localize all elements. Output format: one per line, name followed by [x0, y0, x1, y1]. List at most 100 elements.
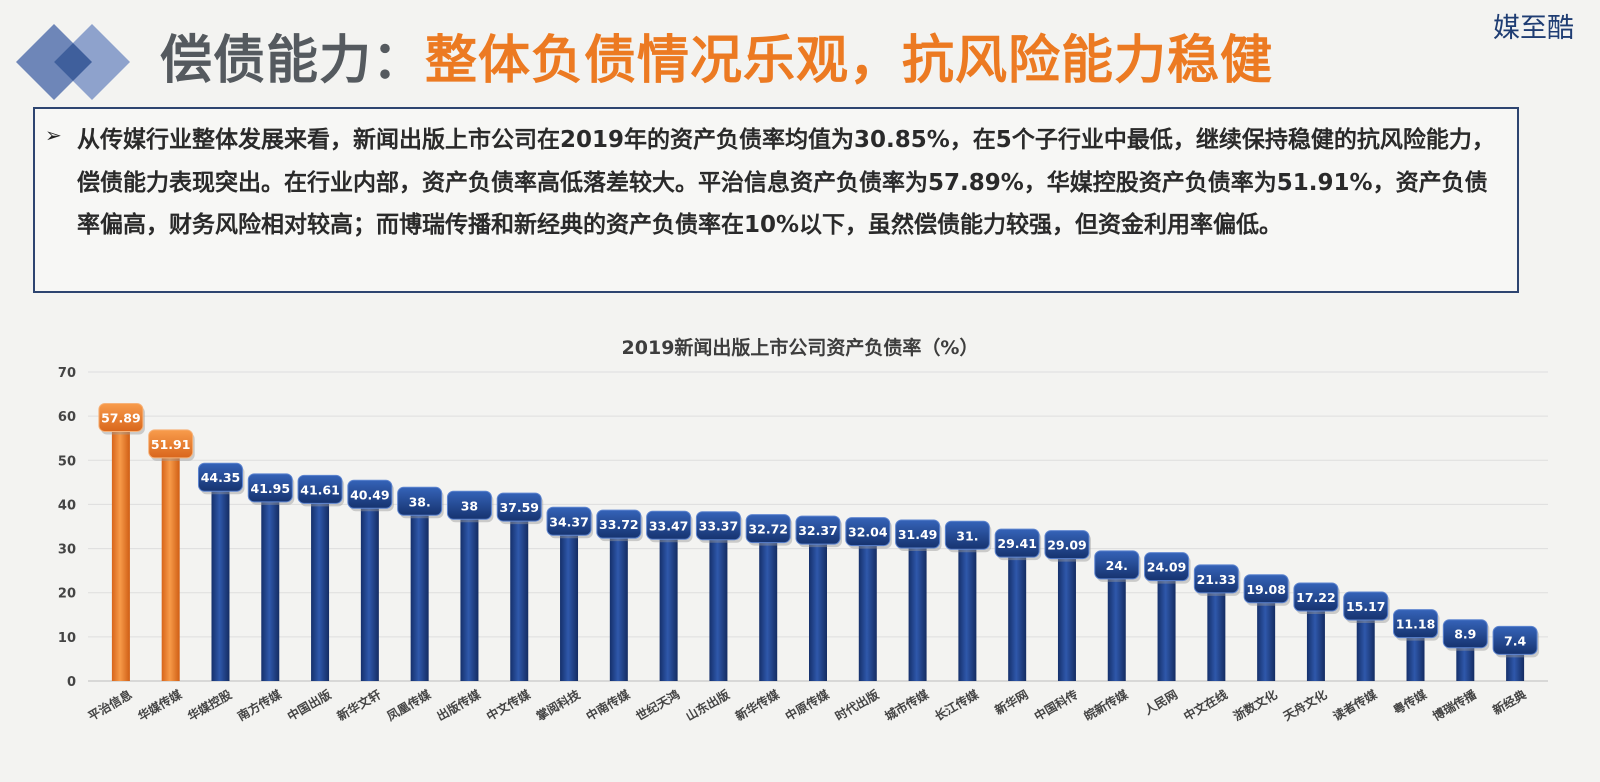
data-label-box [944, 520, 990, 550]
bar [1356, 614, 1375, 681]
x-tick-label: 中国出版 [284, 687, 333, 724]
bar [659, 533, 678, 681]
bar [958, 543, 977, 681]
y-tick-label: 20 [58, 587, 76, 602]
x-tick-label: 凤凰传媒 [384, 686, 434, 723]
page-title: 偿债能力：整体负债情况乐观，抗风险能力稳健 [160, 18, 1273, 93]
data-label: 11.18 [1396, 617, 1436, 632]
bar [1456, 641, 1475, 681]
data-label: 33.72 [599, 517, 639, 532]
data-label: 32.72 [748, 522, 788, 537]
x-tick-label: 出版传媒 [434, 686, 484, 723]
x-tick-label: 中文传媒 [484, 686, 534, 723]
y-tick-label: 10 [58, 631, 76, 646]
bar [1506, 648, 1525, 681]
data-label-box [148, 429, 194, 459]
x-tick-label: 粤传媒 [1390, 686, 1430, 717]
x-tick-label: 山东出版 [683, 687, 732, 724]
x-tick-label: 时代出版 [832, 687, 881, 724]
bar [1157, 574, 1176, 681]
bar [1406, 631, 1425, 681]
data-label-box [1492, 625, 1538, 655]
data-label-box [1094, 550, 1140, 580]
data-label: 17.22 [1296, 590, 1336, 605]
x-tick-label: 博瑞传播 [1430, 686, 1480, 723]
data-label-box [795, 515, 841, 545]
bar [1207, 586, 1226, 681]
data-label-box [1442, 619, 1488, 649]
data-label-box [446, 490, 492, 520]
bar [460, 513, 479, 681]
y-tick-label: 30 [58, 543, 76, 558]
bullet-arrow-icon: ➢ [45, 123, 62, 147]
data-label: 29.09 [1047, 538, 1087, 553]
bar [1306, 604, 1325, 681]
x-tick-label: 中南传媒 [583, 686, 633, 723]
data-label-box [1243, 574, 1289, 604]
x-tick-label: 华媒传媒 [135, 686, 185, 723]
x-tick-label: 华媒控股 [185, 686, 235, 723]
x-tick-label: 天舟文化 [1280, 687, 1329, 724]
data-label-box [347, 479, 393, 509]
data-label: 57.89 [101, 410, 141, 425]
y-tick-label: 50 [58, 454, 76, 469]
y-tick-label: 70 [58, 366, 76, 381]
x-tick-label: 新经典 [1490, 687, 1529, 718]
data-label: 21.33 [1197, 572, 1237, 587]
bar [410, 509, 429, 681]
data-label: 44.35 [201, 470, 241, 485]
bar [360, 502, 379, 681]
description-box: ➢ 从传媒行业整体发展来看，新闻出版上市公司在2019年的资产负债率均值为30.… [33, 107, 1519, 293]
x-tick-label: 浙数文化 [1231, 687, 1280, 724]
y-tick-label: 60 [58, 410, 76, 425]
x-tick-label: 长江传媒 [932, 686, 982, 723]
data-label-box [1044, 530, 1090, 560]
x-tick-label: 世纪天鸿 [633, 687, 682, 724]
x-tick-label: 人民网 [1141, 687, 1180, 718]
data-label: 37.59 [499, 500, 539, 515]
bar [111, 425, 130, 681]
description-text: 从传媒行业整体发展来看，新闻出版上市公司在2019年的资产负债率均值为30.85… [77, 127, 1495, 238]
data-label-box [546, 506, 592, 536]
bar [261, 495, 280, 681]
data-label-box [994, 528, 1040, 558]
x-tick-label: 城市传媒 [882, 686, 932, 723]
data-label-box [397, 486, 443, 516]
data-label-box [695, 511, 741, 541]
data-label: 7.4 [1504, 633, 1526, 648]
data-label: 34.37 [549, 514, 589, 529]
bar [311, 497, 330, 681]
x-tick-label: 掌阅科技 [533, 686, 583, 723]
data-label: 38. [409, 494, 431, 509]
bar [1107, 572, 1126, 681]
data-label: 32.04 [848, 525, 888, 540]
x-tick-label: 中国科传 [1031, 687, 1080, 724]
data-label: 29.41 [997, 536, 1037, 551]
bar [809, 538, 827, 681]
x-tick-label: 新华网 [992, 687, 1031, 718]
x-tick-label: 南方传媒 [235, 686, 285, 723]
data-label-box [197, 462, 243, 492]
bar [1257, 596, 1276, 681]
bar-chart: 0 10 20 30 40 50 60 70 57.89 51.91 44.35 41.95 41.6… [58, 366, 1548, 724]
data-label-box [596, 509, 642, 539]
data-label-box [1293, 582, 1339, 612]
data-label-box [247, 473, 293, 503]
data-label-box [1393, 609, 1439, 639]
data-label: 24.09 [1147, 560, 1187, 575]
data-label-box [895, 519, 941, 549]
bar [908, 541, 927, 681]
data-label: 33.47 [649, 518, 689, 533]
data-label-box [845, 517, 891, 547]
bar [609, 532, 628, 681]
data-label-box [745, 514, 791, 544]
data-label: 15.17 [1346, 599, 1386, 614]
data-label: 40.49 [350, 487, 390, 502]
data-label-box [297, 474, 343, 504]
data-label: 31.49 [898, 527, 938, 542]
x-tick-label: 新华传媒 [733, 686, 783, 723]
data-label-box [646, 510, 692, 540]
bar [759, 536, 778, 681]
data-label: 41.61 [300, 482, 340, 497]
y-tick-label: 0 [67, 675, 76, 690]
